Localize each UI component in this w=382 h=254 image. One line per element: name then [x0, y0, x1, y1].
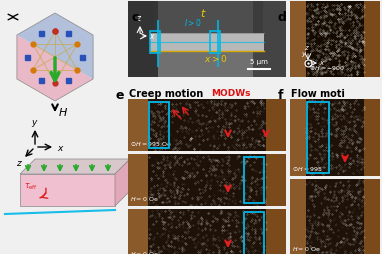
Bar — [80, 55, 85, 60]
Bar — [290, 179, 380, 254]
Text: e: e — [116, 89, 125, 102]
Bar — [39, 32, 44, 37]
Text: $H{=}0$ Oe: $H{=}0$ Oe — [130, 249, 159, 254]
Text: $z$: $z$ — [304, 44, 310, 52]
Bar — [153, 2, 263, 45]
Bar — [149, 103, 169, 148]
Bar — [364, 100, 380, 176]
Text: Creep motion: Creep motion — [129, 89, 203, 99]
Text: $x$: $x$ — [319, 59, 325, 67]
Text: $z$: $z$ — [16, 159, 23, 168]
Text: $H{=}0$ Oe: $H{=}0$ Oe — [130, 194, 159, 202]
Text: Flow moti: Flow moti — [291, 89, 345, 99]
Polygon shape — [115, 159, 130, 206]
Bar — [364, 179, 380, 254]
Text: $\otimes H{=}{-}900$: $\otimes H{=}{-}900$ — [309, 64, 345, 72]
Bar — [290, 100, 306, 176]
Text: f: f — [278, 89, 283, 102]
Bar — [128, 2, 286, 78]
Bar — [290, 2, 306, 78]
Text: $t$: $t$ — [200, 7, 206, 19]
Text: $I > 0$: $I > 0$ — [184, 17, 202, 28]
Bar — [266, 209, 286, 254]
Bar — [210, 32, 220, 54]
Bar — [244, 212, 264, 254]
Bar — [150, 34, 264, 52]
Bar — [266, 100, 286, 151]
Bar — [290, 2, 380, 78]
Text: $x > 0$: $x > 0$ — [204, 53, 228, 64]
Bar — [253, 2, 286, 78]
Bar — [128, 154, 148, 206]
Bar — [244, 157, 264, 203]
Bar — [39, 79, 44, 84]
Bar — [128, 154, 286, 206]
Bar — [290, 179, 306, 254]
Bar — [364, 2, 380, 78]
Polygon shape — [20, 174, 115, 206]
Text: c: c — [132, 11, 139, 24]
Text: $z$: $z$ — [136, 14, 142, 23]
Text: d: d — [278, 11, 287, 24]
Bar — [290, 100, 380, 176]
Text: $\tau_{\rm eff}$: $\tau_{\rm eff}$ — [24, 181, 38, 192]
Polygon shape — [20, 159, 130, 174]
Text: $y$: $y$ — [31, 118, 39, 129]
Text: $y$: $y$ — [301, 50, 307, 59]
Text: $\odot H{=}995$ Oe: $\odot H{=}995$ Oe — [130, 139, 172, 147]
Text: $\odot H{=}995$: $\odot H{=}995$ — [292, 164, 323, 172]
Bar — [266, 154, 286, 206]
Bar — [128, 209, 148, 254]
Bar — [128, 2, 158, 78]
Text: $x$: $x$ — [57, 144, 65, 153]
Polygon shape — [17, 14, 93, 80]
Text: $H$: $H$ — [58, 106, 68, 118]
Bar — [66, 32, 71, 37]
Bar — [128, 209, 286, 254]
Text: 5 μm: 5 μm — [250, 59, 268, 65]
Bar — [66, 79, 71, 84]
Text: $H{=}0$ Oe: $H{=}0$ Oe — [292, 244, 321, 252]
Bar — [307, 103, 329, 173]
Bar — [25, 55, 30, 60]
Bar — [150, 32, 160, 54]
Polygon shape — [17, 36, 93, 102]
Text: $x$: $x$ — [149, 32, 155, 41]
Text: MODWs: MODWs — [211, 89, 251, 98]
Bar — [128, 100, 148, 151]
Bar — [128, 100, 286, 151]
